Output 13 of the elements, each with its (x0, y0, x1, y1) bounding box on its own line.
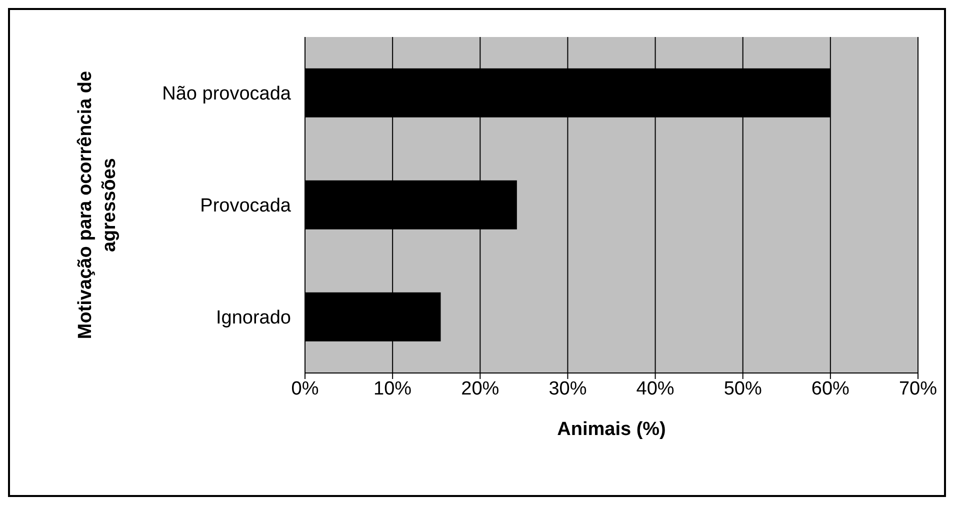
x-tick-label: 10% (374, 378, 412, 400)
x-tick-label: 70% (898, 378, 938, 400)
x-tick-label: 20% (461, 378, 500, 400)
x-tick-label: 60% (811, 378, 850, 400)
y-tick-label: Provocada (200, 196, 292, 217)
y-axis-title: Motivação para ocorrência de agressões (74, 70, 121, 342)
x-tick-label: 0% (291, 378, 319, 400)
y-tick-label: Não provocada (162, 84, 292, 105)
x-tick-label: 30% (548, 378, 587, 400)
y-tick-label: Ignorado (216, 308, 291, 329)
x-tick-label: 50% (724, 378, 762, 400)
x-tick-label: 40% (636, 378, 674, 400)
x-axis-title: Animais (%) (557, 419, 666, 440)
